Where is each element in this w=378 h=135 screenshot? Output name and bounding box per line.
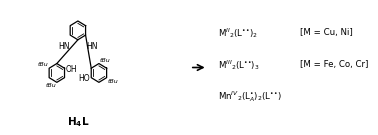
Text: M$^{II}$$_2$(L$^{••}$)$_2$: M$^{II}$$_2$(L$^{••}$)$_2$ <box>218 26 258 40</box>
Text: M$^{III}$$_2$(L$^{••}$)$_3$: M$^{III}$$_2$(L$^{••}$)$_3$ <box>218 58 260 72</box>
Text: $\mathbf{H_4L}$: $\mathbf{H_4L}$ <box>67 116 90 129</box>
Text: tBu: tBu <box>37 62 48 67</box>
Text: tBu: tBu <box>45 83 56 88</box>
Text: HO: HO <box>79 74 90 83</box>
Text: HN: HN <box>58 42 69 51</box>
Text: [M = Cu, Ni]: [M = Cu, Ni] <box>299 28 352 37</box>
Text: HN: HN <box>87 42 98 51</box>
Text: [M = Fe, Co, Cr]: [M = Fe, Co, Cr] <box>299 60 368 69</box>
Text: tBu: tBu <box>108 79 118 84</box>
Text: Mn$^{IV}$$_2$(L$^{•}_{A}$)$_2$(L$^{••}$): Mn$^{IV}$$_2$(L$^{•}_{A}$)$_2$(L$^{••}$) <box>218 90 282 104</box>
Text: tBu: tBu <box>100 58 111 63</box>
Text: OH: OH <box>65 65 77 74</box>
